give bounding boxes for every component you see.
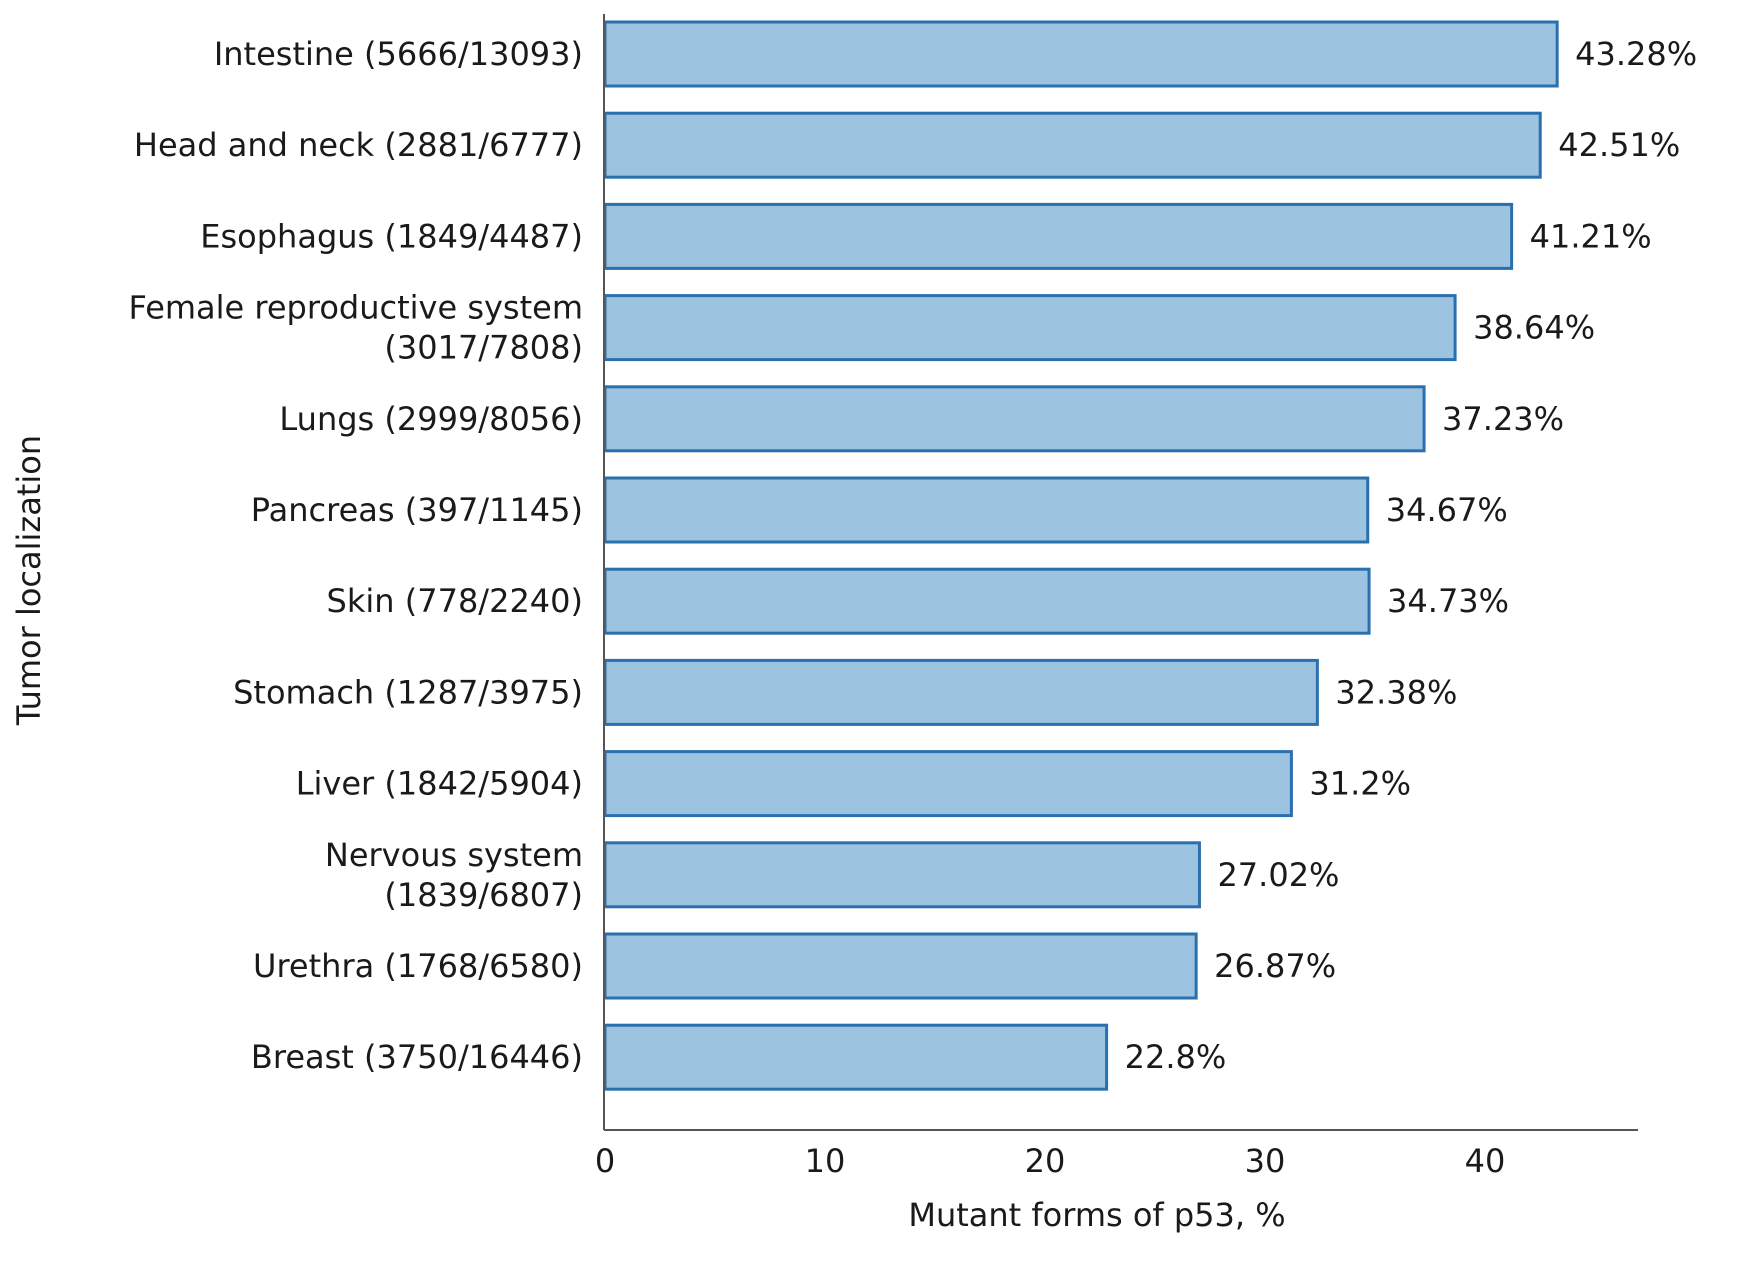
category-label-line: Female reproductive system (129, 289, 583, 327)
category-label: Urethra (1768/6580) (253, 947, 583, 985)
x-tick-label: 30 (1245, 1142, 1286, 1180)
category-label-line: Urethra (1768/6580) (253, 947, 583, 985)
category-label-line: Head and neck (2881/6777) (134, 126, 583, 164)
category-label-line: Esophagus (1849/4487) (200, 217, 583, 255)
bar (603, 202, 1514, 270)
category-label: Pancreas (397/1145) (251, 491, 583, 529)
value-label: 41.21% (1530, 217, 1652, 255)
value-label: 34.67% (1386, 491, 1508, 529)
category-label-line: (1839/6807) (384, 876, 583, 914)
value-label: 43.28% (1575, 35, 1697, 73)
bar (603, 476, 1370, 544)
labels-layer: Intestine (5666/13093) 43.28% Head and nec… (129, 35, 1698, 1076)
x-tick-label: 0 (595, 1142, 615, 1180)
bar (603, 1023, 1109, 1091)
value-label: 22.8% (1125, 1038, 1227, 1076)
category-label-line: (3017/7808) (384, 329, 583, 367)
bar (603, 294, 1457, 362)
category-label: Intestine (5666/13093) (214, 35, 583, 73)
category-label: Head and neck (2881/6777) (134, 126, 583, 164)
category-label: Lungs (2999/8056) (279, 400, 583, 438)
x-axis-title: Mutant forms of p53, % (908, 1196, 1285, 1234)
category-label: Breast (3750/16446) (251, 1038, 583, 1076)
value-label: 26.87% (1214, 947, 1336, 985)
value-label: 31.2% (1309, 765, 1411, 803)
value-label: 37.23% (1442, 400, 1564, 438)
category-label-line: Nervous system (325, 836, 583, 874)
x-tick-label: 10 (805, 1142, 846, 1180)
value-label: 38.64% (1473, 309, 1595, 347)
category-label: Skin (778/2240) (327, 582, 583, 620)
bar (603, 658, 1319, 726)
category-label-line: Liver (1842/5904) (296, 765, 583, 803)
bar (603, 841, 1201, 909)
category-label-line: Intestine (5666/13093) (214, 35, 583, 73)
category-label: Liver (1842/5904) (296, 765, 583, 803)
category-label: Stomach (1287/3975) (233, 673, 583, 711)
bars-layer (603, 20, 1559, 1091)
value-label: 34.73% (1387, 582, 1509, 620)
bar (603, 750, 1293, 818)
bar (603, 20, 1559, 88)
category-label-line: Stomach (1287/3975) (233, 673, 583, 711)
value-label: 42.51% (1558, 126, 1680, 164)
category-label: Esophagus (1849/4487) (200, 217, 583, 255)
value-label: 32.38% (1335, 673, 1457, 711)
category-label-line: Skin (778/2240) (327, 582, 583, 620)
axes-layer (603, 14, 1638, 1131)
category-label: Nervous system (1839/6807) (325, 836, 583, 914)
bar (603, 111, 1542, 179)
y-axis-title: Tumor localization (10, 435, 48, 726)
bar (603, 385, 1426, 453)
x-tick-label: 40 (1465, 1142, 1506, 1180)
bar (603, 932, 1198, 1000)
ticks-layer: 0 10 20 30 40 (595, 1142, 1506, 1180)
category-label-line: Pancreas (397/1145) (251, 491, 583, 529)
category-label: Female reproductive system (3017/7808) (129, 289, 583, 367)
category-label-line: Lungs (2999/8056) (279, 400, 583, 438)
value-label: 27.02% (1217, 856, 1339, 894)
bar (603, 567, 1371, 635)
x-tick-label: 20 (1025, 1142, 1066, 1180)
category-label-line: Breast (3750/16446) (251, 1038, 583, 1076)
